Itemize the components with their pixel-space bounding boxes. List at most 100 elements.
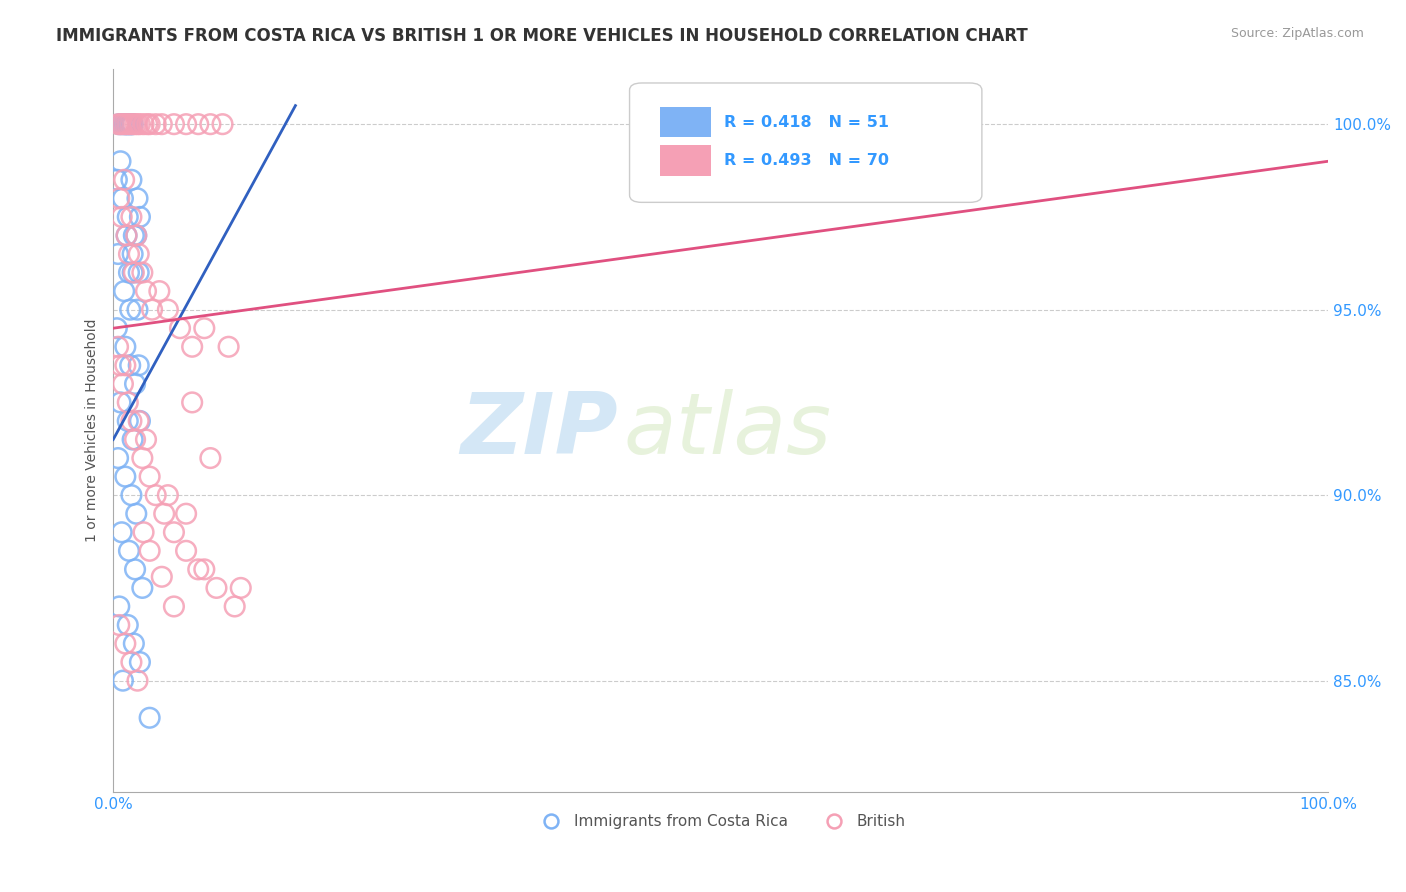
Point	[132, 525, 155, 540]
Point	[124, 562, 146, 576]
Point	[107, 247, 129, 261]
Point	[112, 117, 135, 131]
Text: R = 0.493   N = 70: R = 0.493 N = 70	[724, 153, 890, 168]
Point	[114, 117, 136, 131]
Point	[120, 655, 142, 669]
Point	[108, 599, 131, 614]
Point	[114, 636, 136, 650]
Point	[125, 507, 148, 521]
Point	[174, 544, 197, 558]
Point	[115, 228, 138, 243]
Point	[211, 117, 233, 131]
Point	[127, 117, 149, 131]
Point	[163, 599, 186, 614]
Point	[138, 711, 160, 725]
Point	[138, 117, 160, 131]
Text: Source: ZipAtlas.com: Source: ZipAtlas.com	[1230, 27, 1364, 40]
Point	[122, 228, 145, 243]
Point	[111, 525, 134, 540]
Point	[117, 210, 139, 224]
Y-axis label: 1 or more Vehicles in Household: 1 or more Vehicles in Household	[86, 318, 100, 542]
Point	[156, 302, 179, 317]
Point	[135, 284, 157, 298]
Point	[105, 173, 128, 187]
Point	[108, 117, 131, 131]
Point	[224, 599, 246, 614]
Point	[153, 507, 176, 521]
Point	[127, 191, 149, 205]
Point	[124, 117, 146, 131]
Text: R = 0.418   N = 51: R = 0.418 N = 51	[724, 114, 890, 129]
Point	[110, 395, 132, 409]
Point	[112, 173, 135, 187]
Point	[129, 414, 152, 428]
Text: IMMIGRANTS FROM COSTA RICA VS BRITISH 1 OR MORE VEHICLES IN HOUSEHOLD CORRELATIO: IMMIGRANTS FROM COSTA RICA VS BRITISH 1 …	[56, 27, 1028, 45]
Point	[107, 340, 129, 354]
Point	[107, 117, 129, 131]
Point	[115, 228, 138, 243]
Point	[121, 433, 143, 447]
Point	[111, 117, 134, 131]
Point	[112, 284, 135, 298]
Point	[181, 395, 204, 409]
Point	[200, 451, 222, 466]
Point	[205, 581, 228, 595]
Point	[125, 228, 148, 243]
Point	[136, 117, 159, 131]
Point	[193, 562, 215, 576]
Point	[114, 469, 136, 483]
Point	[163, 117, 186, 131]
Point	[120, 488, 142, 502]
Point	[124, 376, 146, 391]
Point	[138, 469, 160, 483]
Point	[120, 414, 142, 428]
Point	[138, 544, 160, 558]
Point	[110, 154, 132, 169]
Point	[121, 247, 143, 261]
Point	[118, 266, 141, 280]
Point	[128, 414, 150, 428]
Point	[127, 302, 149, 317]
Point	[120, 359, 142, 373]
Point	[145, 117, 167, 131]
Point	[107, 451, 129, 466]
Point	[120, 210, 142, 224]
Point	[218, 340, 240, 354]
Point	[118, 247, 141, 261]
Point	[128, 359, 150, 373]
Point	[108, 191, 131, 205]
Text: ZIP: ZIP	[460, 389, 617, 472]
Point	[110, 117, 132, 131]
Point	[145, 488, 167, 502]
Point	[120, 117, 142, 131]
Point	[148, 284, 170, 298]
Point	[121, 117, 143, 131]
Point	[131, 266, 153, 280]
Point	[120, 117, 142, 131]
Point	[129, 117, 152, 131]
Point	[115, 117, 138, 131]
Point	[118, 544, 141, 558]
Point	[169, 321, 191, 335]
Point	[193, 321, 215, 335]
Point	[111, 210, 134, 224]
Point	[141, 302, 163, 317]
Point	[174, 507, 197, 521]
Point	[128, 247, 150, 261]
Point	[111, 376, 134, 391]
Point	[121, 266, 143, 280]
Point	[108, 618, 131, 632]
Point	[135, 433, 157, 447]
Point	[120, 302, 142, 317]
Point	[121, 117, 143, 131]
Point	[187, 562, 209, 576]
Bar	[659, 107, 711, 137]
Point	[118, 117, 141, 131]
FancyBboxPatch shape	[630, 83, 981, 202]
Point	[150, 117, 173, 131]
Point	[120, 117, 142, 131]
Point	[122, 266, 145, 280]
Point	[125, 228, 148, 243]
Point	[129, 210, 152, 224]
Point	[105, 321, 128, 335]
